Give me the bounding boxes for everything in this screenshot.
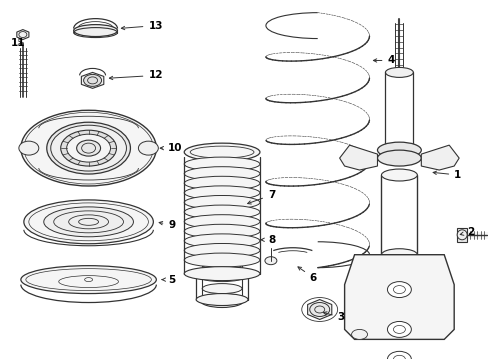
Ellipse shape — [381, 169, 416, 181]
Ellipse shape — [199, 248, 244, 258]
Ellipse shape — [184, 243, 260, 257]
Ellipse shape — [202, 260, 242, 270]
Text: 8: 8 — [261, 235, 275, 245]
Ellipse shape — [202, 284, 242, 293]
Ellipse shape — [264, 257, 276, 265]
Ellipse shape — [184, 176, 260, 190]
Ellipse shape — [456, 230, 466, 240]
Ellipse shape — [24, 200, 153, 244]
Ellipse shape — [386, 351, 410, 360]
Text: 1: 1 — [432, 170, 461, 180]
Text: 2: 2 — [459, 227, 473, 237]
Ellipse shape — [83, 75, 102, 86]
Ellipse shape — [184, 157, 260, 171]
Ellipse shape — [184, 253, 260, 267]
Ellipse shape — [184, 195, 260, 210]
Ellipse shape — [74, 24, 117, 37]
Ellipse shape — [199, 224, 244, 234]
Ellipse shape — [184, 205, 260, 219]
Ellipse shape — [385, 145, 412, 155]
Polygon shape — [81, 72, 103, 88]
Ellipse shape — [200, 293, 244, 307]
Ellipse shape — [21, 110, 156, 186]
Ellipse shape — [202, 212, 242, 222]
Ellipse shape — [202, 236, 242, 246]
Ellipse shape — [184, 186, 260, 200]
Ellipse shape — [184, 143, 260, 161]
Ellipse shape — [199, 272, 244, 282]
Ellipse shape — [184, 267, 260, 280]
Ellipse shape — [196, 293, 247, 306]
Text: 3: 3 — [323, 312, 344, 323]
Ellipse shape — [184, 167, 260, 181]
Ellipse shape — [386, 282, 410, 298]
Text: 6: 6 — [297, 267, 316, 283]
Text: 5: 5 — [162, 275, 175, 285]
Ellipse shape — [381, 249, 416, 261]
Ellipse shape — [309, 302, 329, 316]
Ellipse shape — [184, 224, 260, 238]
Ellipse shape — [200, 207, 244, 219]
Text: 10: 10 — [160, 143, 183, 153]
Polygon shape — [421, 145, 458, 170]
Ellipse shape — [138, 141, 158, 155]
Ellipse shape — [184, 234, 260, 248]
Ellipse shape — [184, 215, 260, 229]
Polygon shape — [344, 255, 453, 339]
Text: 4: 4 — [373, 55, 394, 66]
Text: 11: 11 — [11, 37, 25, 48]
Ellipse shape — [61, 130, 116, 166]
Text: 7: 7 — [247, 190, 275, 204]
Ellipse shape — [21, 266, 156, 293]
Ellipse shape — [44, 207, 133, 237]
Polygon shape — [17, 30, 29, 40]
Polygon shape — [339, 145, 377, 170]
Ellipse shape — [51, 125, 126, 171]
Ellipse shape — [385, 67, 412, 77]
Ellipse shape — [47, 122, 130, 174]
Text: 13: 13 — [121, 21, 163, 31]
Polygon shape — [456, 228, 466, 242]
Ellipse shape — [19, 141, 39, 155]
Ellipse shape — [377, 142, 421, 158]
Ellipse shape — [66, 134, 110, 162]
Ellipse shape — [377, 150, 421, 166]
Ellipse shape — [77, 140, 101, 156]
Text: 9: 9 — [159, 220, 175, 230]
Polygon shape — [307, 300, 331, 319]
Ellipse shape — [351, 329, 367, 339]
Text: 12: 12 — [109, 71, 163, 80]
Ellipse shape — [386, 321, 410, 337]
